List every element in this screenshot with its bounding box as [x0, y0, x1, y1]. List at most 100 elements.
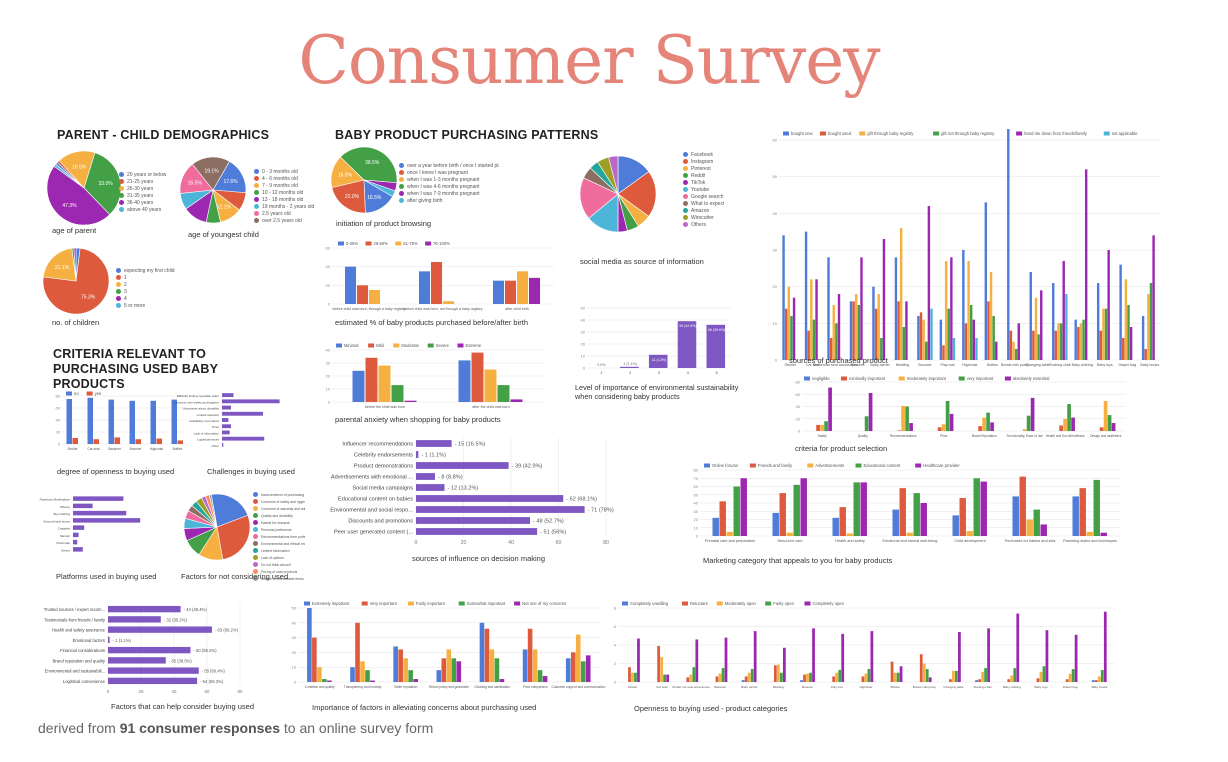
legend-item: when I was 7-9 months pregnant: [399, 190, 499, 197]
bar: [857, 305, 861, 360]
bar: [365, 670, 370, 682]
bar: [1026, 519, 1033, 536]
bar: [810, 279, 813, 360]
bar: [73, 510, 127, 516]
bar: [222, 405, 231, 410]
legend-label: 2.5 years old: [262, 210, 291, 217]
bar: [1097, 676, 1101, 682]
category-label: Baby books: [1092, 685, 1108, 689]
legend-label: not applicable: [1112, 131, 1139, 136]
category-label: Bouncer: [918, 363, 932, 367]
tick-label: 60: [205, 689, 210, 694]
bar: [1012, 496, 1019, 536]
bar: [370, 680, 375, 682]
slice-label: 16.5%: [367, 195, 382, 201]
legend-label: Recommendations from professionals: [261, 534, 305, 539]
legend-swatch: [253, 569, 258, 574]
chart-env: 0 10 20 30 40 50 1 2 3 4 5 0.0% 1 (1.1%) 11 (12%) 39 (…: [575, 298, 735, 378]
category-label: Peer user generated content (...: [334, 530, 413, 536]
bar: [527, 628, 533, 682]
bar: [902, 327, 906, 360]
bar: [1147, 294, 1150, 360]
chart-svg-estimated: 0 20 40 60 before child was born, through a …: [326, 241, 554, 311]
legend-label: minimally important: [849, 376, 886, 381]
legend-swatch: [116, 303, 121, 308]
legend-label: Friends and family: [758, 463, 793, 468]
bar: [443, 301, 455, 304]
bar: [1124, 279, 1128, 360]
bar: [108, 677, 198, 685]
bar: [419, 271, 431, 304]
legend-label: 31-35 years: [127, 192, 154, 199]
data-label: - 62 (68.1%): [566, 497, 597, 503]
bar: [222, 436, 265, 441]
bar: [1100, 669, 1104, 682]
category-label: Second hand stores: [43, 519, 70, 523]
bar: [949, 679, 952, 682]
bar: [471, 352, 484, 402]
legend-swatch: [254, 176, 259, 181]
bar: [398, 649, 403, 682]
bar: [73, 525, 85, 530]
tick-label: 0: [328, 302, 331, 307]
bar: [108, 636, 110, 644]
chart-factors: 0 20 40 60 80 Trusted sources / expert recom.…: [38, 600, 270, 696]
chart-svg-initiation: 16.5% 22.0% 16.5% 38.5%: [330, 146, 398, 214]
bar: [222, 424, 231, 429]
bar: [1017, 323, 1020, 360]
legend-item: Personal preference: [253, 526, 305, 533]
legend-swatch: [393, 343, 400, 348]
category-label: Baby clothing: [1072, 363, 1094, 367]
bar: [663, 674, 667, 682]
legend-label: Reluctant: [690, 601, 709, 606]
tick-label: 40: [326, 264, 331, 269]
legend-label: Inconvenience of purchasing used: [261, 492, 305, 497]
bar: [744, 676, 748, 682]
slice-label: 16.5%: [72, 164, 87, 170]
category-label: Concerns over safety and hygiene: [173, 400, 219, 404]
category-label: Prenatal care and preparation: [705, 539, 755, 543]
legend-swatch: [399, 184, 404, 189]
bar: [108, 646, 191, 654]
bar: [792, 297, 796, 360]
category-label: Diaper bag: [1063, 685, 1078, 689]
chart-sources: 0 10 20 30 40 50 60 Stroller Car seat Stroller/ca…: [765, 128, 1165, 370]
bar: [721, 668, 725, 682]
legend-label: Amazon: [691, 207, 710, 214]
data-label: - 63 (69.2%): [215, 628, 239, 633]
bar: [984, 668, 987, 682]
bar: [919, 654, 923, 682]
category-label: Bottles: [987, 363, 998, 367]
bar: [510, 399, 523, 402]
category-label: Difficulty finding reputable seller: [177, 394, 219, 398]
data-label: - 51 (56%): [540, 530, 566, 536]
bar: [355, 622, 360, 682]
legend-label: Google search: [691, 193, 724, 200]
bar: [494, 658, 500, 682]
tick-label: 40: [292, 620, 297, 625]
legend-item: Hassle for research: [253, 519, 305, 526]
category-label: Advertisements with emotional ...: [331, 475, 414, 481]
legend-swatch: [253, 562, 258, 567]
bar: [404, 400, 417, 402]
legend-swatch: [841, 376, 847, 381]
bar: [484, 628, 490, 682]
legend-swatch: [898, 376, 905, 381]
bar: [952, 515, 959, 536]
bar: [129, 400, 136, 444]
legend-label: 26-30 years: [127, 185, 154, 192]
data-label: 39 (42.9%): [679, 324, 697, 328]
caption-age_child: age of youngest child: [188, 230, 259, 239]
bar: [451, 658, 457, 682]
bar: [1057, 323, 1060, 360]
bar: [222, 430, 230, 435]
bar: [692, 667, 696, 682]
legend-item: over 2.5 years old: [254, 217, 324, 224]
bar: [1084, 169, 1088, 360]
bar: [1007, 129, 1010, 360]
bar: [779, 672, 783, 682]
bar: [307, 608, 312, 682]
bar: [1152, 235, 1155, 360]
legend-label: Do not think about it: [261, 562, 292, 567]
category-label: Uncertainty about durability: [183, 407, 220, 411]
